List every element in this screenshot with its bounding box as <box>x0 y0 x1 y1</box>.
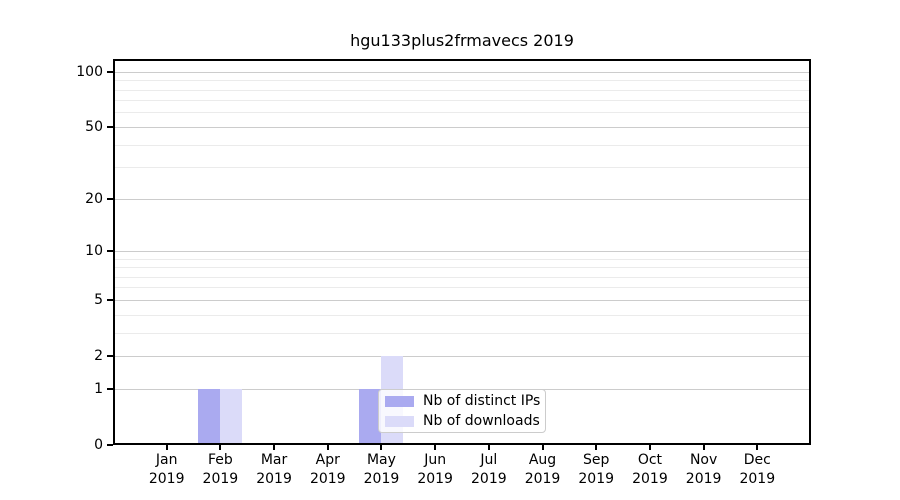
y-minor-gridline <box>113 332 811 334</box>
y-minor-gridline <box>113 287 811 289</box>
y-tick-label: 50 <box>85 119 103 136</box>
y-minor-gridline <box>113 267 811 269</box>
x-tick-label-line: 2019 <box>578 471 615 487</box>
x-tick-label: Jun 2019 <box>403 451 467 489</box>
x-tick-label-line: 2019 <box>524 471 561 487</box>
x-tick-label: Sep 2019 <box>564 451 628 489</box>
x-tick-label: Jul 2019 <box>457 451 521 489</box>
y-tick <box>107 444 113 446</box>
x-tick-label-line: May <box>366 452 396 468</box>
x-tick-label-line: Aug <box>528 452 557 468</box>
x-tick-label: Nov 2019 <box>672 451 736 489</box>
legend-row-downloads: Nb of downloads <box>385 413 540 430</box>
y-major-gridline <box>113 250 811 252</box>
x-tick-label-line: 2019 <box>739 471 776 487</box>
y-tick-label: 0 <box>94 437 103 453</box>
x-tick-label-line: Mar <box>260 452 288 468</box>
x-tick-label-line: Feb <box>207 452 233 468</box>
y-tick <box>107 126 113 129</box>
y-tick <box>107 355 113 358</box>
y-minor-gridline <box>113 100 811 102</box>
y-major-gridline <box>113 198 811 200</box>
y-major-gridline <box>113 71 811 73</box>
y-tick <box>107 71 113 74</box>
x-tick <box>648 445 651 450</box>
bar-distinct-ips-4 <box>359 389 382 445</box>
x-tick-label-line: Jun <box>424 452 447 468</box>
x-tick-label-line: Jul <box>480 452 498 468</box>
x-tick <box>380 445 383 450</box>
x-tick <box>595 445 598 450</box>
x-tick-label-line: 2019 <box>148 471 185 487</box>
y-major-gridline <box>113 126 811 128</box>
y-minor-gridline <box>113 144 811 146</box>
y-minor-gridline <box>113 314 811 316</box>
y-minor-gridline <box>113 89 811 91</box>
x-tick-label-line: Oct <box>637 452 663 468</box>
x-tick-label-line: 2019 <box>417 471 453 487</box>
y-major-gridline <box>113 355 811 357</box>
y-tick <box>107 198 113 201</box>
x-tick-label: Aug 2019 <box>511 451 575 489</box>
x-tick-label-line: 2019 <box>202 471 239 487</box>
bar-distinct-ips-1 <box>198 389 221 445</box>
x-tick-label: Apr 2019 <box>296 451 360 489</box>
x-tick <box>326 445 329 450</box>
x-tick-label: Jan 2019 <box>135 451 199 489</box>
x-tick <box>434 445 437 450</box>
x-tick-label: Feb 2019 <box>188 451 252 489</box>
x-tick <box>219 445 222 450</box>
y-tick-label: 1 <box>94 381 103 398</box>
x-tick-label-line: Nov <box>689 452 718 468</box>
plot-area: Nb of distinct IPs Nb of downloads <box>113 59 811 445</box>
y-minor-gridline <box>113 276 811 278</box>
y-tick <box>107 250 113 253</box>
x-tick-label-line: Sep <box>583 452 610 468</box>
y-tick-label: 5 <box>94 292 103 309</box>
y-tick-label: 10 <box>85 243 103 260</box>
x-tick-label: Oct 2019 <box>618 451 682 489</box>
y-tick <box>107 388 113 391</box>
x-tick-label-line: 2019 <box>632 471 668 487</box>
y-tick-label: 20 <box>85 191 103 208</box>
y-minor-gridline <box>113 80 811 82</box>
x-tick <box>487 445 490 450</box>
x-tick <box>165 445 168 450</box>
y-minor-gridline <box>113 167 811 169</box>
y-major-gridline <box>113 299 811 301</box>
x-tick <box>273 445 276 450</box>
x-tick-label-line: Apr <box>315 452 340 468</box>
x-tick-label-line: 2019 <box>256 471 292 487</box>
x-tick-label-line: 2019 <box>471 471 507 487</box>
bar-downloads-1 <box>220 389 243 445</box>
legend-swatch-distinct-ips-icon <box>385 395 414 407</box>
legend-swatch-downloads-icon <box>385 415 414 427</box>
x-tick-label: Dec 2019 <box>725 451 789 489</box>
axes-spines <box>113 59 811 445</box>
legend: Nb of distinct IPs Nb of downloads <box>378 389 546 433</box>
x-tick-label-line: Jan <box>155 452 178 468</box>
y-tick-label: 2 <box>94 348 103 365</box>
legend-label-distinct-ips: Nb of distinct IPs <box>423 393 541 409</box>
x-tick-label: Mar 2019 <box>242 451 306 489</box>
y-minor-gridline <box>113 112 811 114</box>
chart-title: hgu133plus2frmavecs 2019 <box>350 31 574 50</box>
x-tick <box>541 445 544 450</box>
legend-label-downloads: Nb of downloads <box>423 413 540 429</box>
x-tick-label-line: Dec <box>743 452 771 468</box>
x-tick <box>756 445 759 450</box>
x-tick-label-line: 2019 <box>363 471 400 487</box>
y-tick <box>107 299 113 302</box>
legend-row-distinct-ips: Nb of distinct IPs <box>385 393 541 410</box>
x-tick-label: May 2019 <box>349 451 413 489</box>
x-tick <box>702 445 705 450</box>
y-minor-gridline <box>113 258 811 260</box>
y-tick-label: 100 <box>76 64 103 81</box>
x-tick-label-line: 2019 <box>685 471 722 487</box>
x-tick-label-line: 2019 <box>309 471 346 487</box>
